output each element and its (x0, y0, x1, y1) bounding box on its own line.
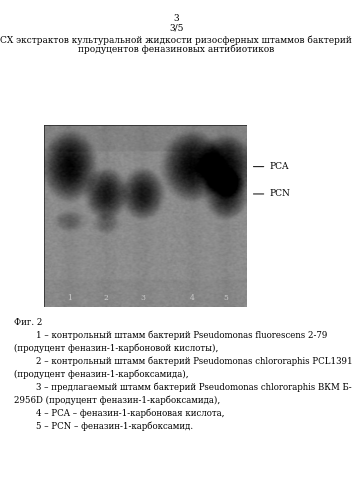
Text: 2: 2 (103, 294, 108, 302)
Text: 5 – PCN – феназин-1-карбоксамид.: 5 – PCN – феназин-1-карбоксамид. (14, 422, 193, 431)
Text: продуцентов феназиновых антибиотиков: продуцентов феназиновых антибиотиков (78, 45, 275, 54)
Text: 3: 3 (174, 14, 179, 23)
Text: 1: 1 (67, 294, 72, 302)
Text: 3 – предлагаемый штамм бактерий Pseudomonas chlororaphis ВКМ Б-: 3 – предлагаемый штамм бактерий Pseudomo… (14, 383, 352, 392)
Text: (продуцент феназин-1-карбоксамида),: (продуцент феназин-1-карбоксамида), (14, 370, 189, 379)
Text: 4 – PCA – феназин-1-карбоновая кислота,: 4 – PCA – феназин-1-карбоновая кислота, (14, 409, 225, 418)
Text: 1 – контрольный штамм бактерий Pseudomonas fluorescens 2-79: 1 – контрольный штамм бактерий Pseudomon… (14, 331, 328, 340)
Text: 4: 4 (190, 294, 195, 302)
Text: 3: 3 (140, 294, 145, 302)
Text: 2 – контрольный штамм бактерий Pseudomonas chlororaphis PCL1391: 2 – контрольный штамм бактерий Pseudomon… (14, 357, 353, 366)
Text: (продуцент феназин-1-карбоновой кислоты),: (продуцент феназин-1-карбоновой кислоты)… (14, 344, 219, 353)
Text: 3/5: 3/5 (169, 24, 184, 33)
Text: Фиг. 2: Фиг. 2 (14, 318, 42, 327)
Text: PCA: PCA (269, 162, 289, 171)
Text: PCN: PCN (269, 190, 290, 199)
Text: ТСХ экстрактов культуральной жидкости ризосферных штаммов бактерий –: ТСХ экстрактов культуральной жидкости ри… (0, 36, 353, 45)
Text: 2956D (продуцент феназин-1-карбоксамида),: 2956D (продуцент феназин-1-карбоксамида)… (14, 396, 220, 405)
Text: 5: 5 (223, 294, 228, 302)
